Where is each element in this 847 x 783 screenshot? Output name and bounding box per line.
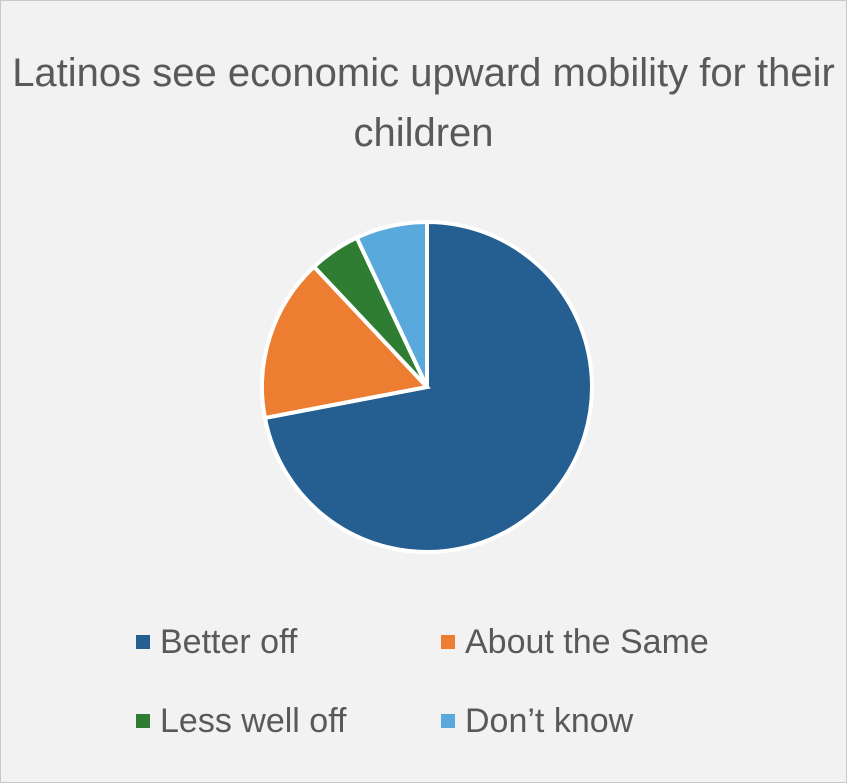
legend-item-less-well-off: Less well off xyxy=(136,701,346,741)
legend-item-better-off: Better off xyxy=(136,622,297,662)
legend-swatch-better-off xyxy=(136,635,150,649)
legend-swatch-less-well-off xyxy=(136,714,150,728)
legend-label-better-off: Better off xyxy=(160,623,298,661)
chart-title: Latinos see economic upward mobility for… xyxy=(12,51,835,155)
legend-swatch-dont-know xyxy=(441,714,455,728)
pie-slice-don-t-know xyxy=(354,219,429,388)
legend-swatch-about-the-same xyxy=(441,635,455,649)
legend-item-dont-know: Don’t know xyxy=(441,701,633,741)
legend-item-about-the-same: About the Same xyxy=(441,622,709,662)
pie-slice-about-the-same xyxy=(260,263,431,421)
legend-label-less-well-off: Less well off xyxy=(160,702,347,740)
legend-label-about-the-same: About the Same xyxy=(465,623,709,661)
legend-label-dont-know: Don’t know xyxy=(465,702,634,740)
